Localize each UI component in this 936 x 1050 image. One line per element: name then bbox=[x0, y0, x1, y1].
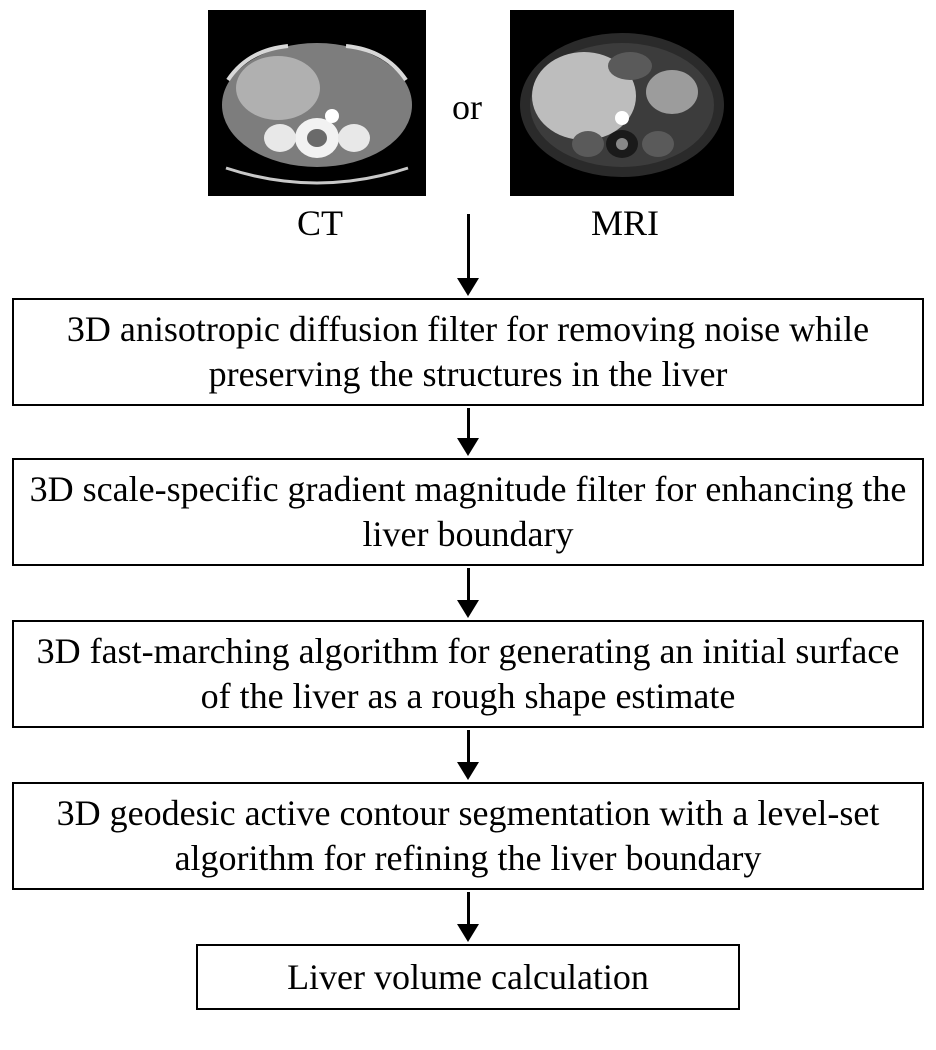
step-5-box: Liver volume calculation bbox=[196, 944, 740, 1010]
mri-scan-image bbox=[510, 10, 734, 196]
step-2-box: 3D scale-specific gradient magnitude fil… bbox=[12, 458, 924, 566]
flowchart-canvas: CT or MRI bbox=[0, 0, 936, 1050]
step-1-box: 3D anisotropic diffusion filter for remo… bbox=[12, 298, 924, 406]
mri-label: MRI bbox=[580, 202, 670, 244]
ct-label: CT bbox=[280, 202, 360, 244]
or-label: or bbox=[452, 86, 482, 128]
ct-scan-image bbox=[208, 10, 426, 196]
step-3-box: 3D fast-marching algorithm for generatin… bbox=[12, 620, 924, 728]
step-4-box: 3D geodesic active contour segmentation … bbox=[12, 782, 924, 890]
